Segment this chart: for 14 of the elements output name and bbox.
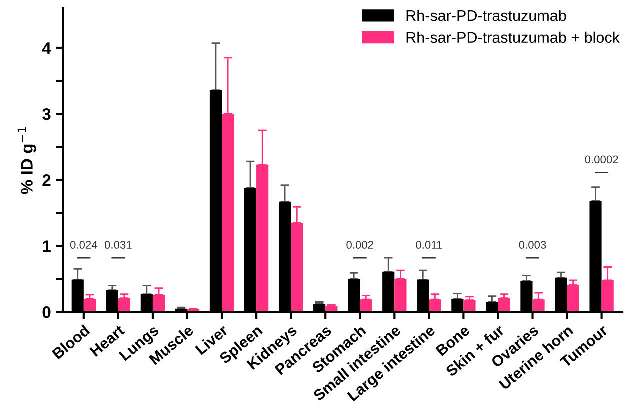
y-tick-label: 0 bbox=[42, 306, 51, 318]
y-tick-label: 2 bbox=[42, 174, 51, 186]
annotation: 0.031 bbox=[104, 241, 132, 249]
legend-label: Rh-sar-PD-trastuzumab + block bbox=[406, 32, 620, 44]
annotation: 0.0002 bbox=[585, 156, 618, 164]
annotation: 0.002 bbox=[346, 241, 374, 249]
y-tick-label: 4 bbox=[42, 42, 52, 54]
y-tick-label: 1 bbox=[43, 240, 51, 252]
y-axis-title: % ID g$^{−1}$ bbox=[18, 127, 36, 194]
legend-label: Rh-sar-PD-trastuzumab bbox=[406, 10, 566, 22]
y-tick-label: 3 bbox=[42, 108, 51, 120]
annotation: 0.011 bbox=[416, 241, 442, 249]
annotation: 0.003 bbox=[519, 241, 546, 249]
annotation: 0.024 bbox=[70, 241, 98, 249]
